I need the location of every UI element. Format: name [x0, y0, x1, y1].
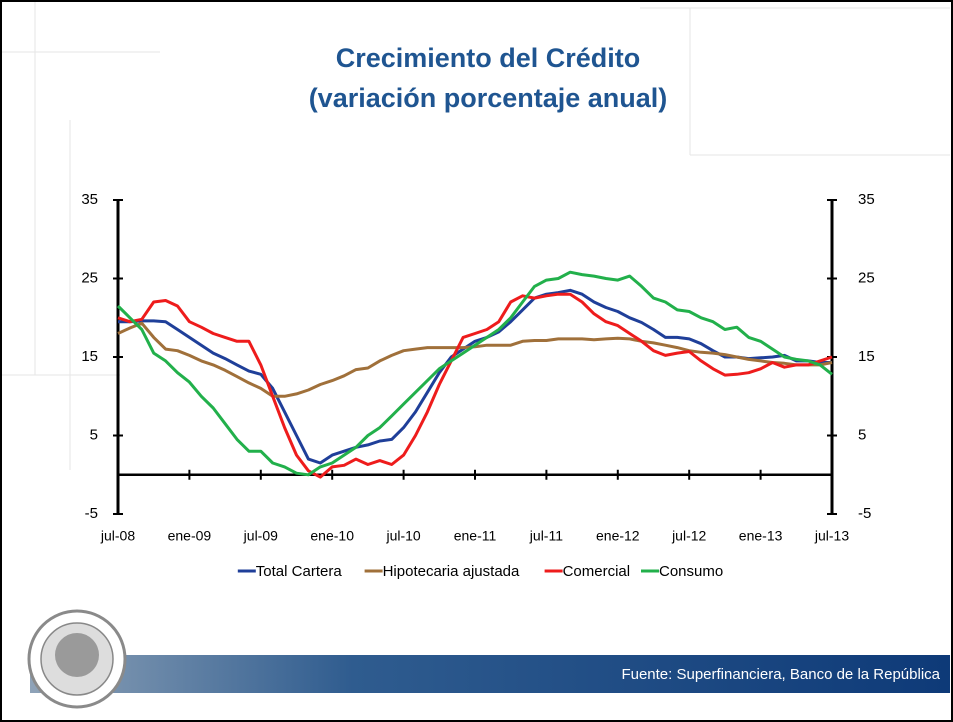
x-tick-label: jul-08: [100, 528, 135, 544]
x-tick-label: jul-09: [243, 528, 278, 544]
y-tick-label: -5: [85, 505, 98, 522]
y-tick-label: 5: [90, 426, 98, 443]
x-tick-label: ene-13: [739, 528, 783, 544]
x-tick-label: ene-10: [310, 528, 354, 544]
source: Fuente: Superfinanciera, Banco de la Rep…: [621, 666, 940, 683]
series-line: [117, 292, 833, 479]
x-tick-label: jul-12: [671, 528, 706, 544]
x-tick-label: jul-10: [385, 528, 420, 544]
y2-tick-label: 5: [858, 426, 866, 443]
chart-subtitle: (variación porcentaje anual): [309, 83, 668, 113]
y-tick-label: 15: [81, 348, 98, 365]
y-tick-label: 25: [81, 269, 98, 286]
x-tick-label: jul-13: [814, 528, 849, 544]
y2-tick-label: 25: [858, 269, 875, 286]
chart-title: Crecimiento del Crédito: [336, 43, 641, 73]
y2-tick-label: 15: [858, 348, 875, 365]
legend-label: Total Cartera: [256, 563, 343, 580]
x-tick-label: jul-11: [529, 528, 563, 544]
footer-bar: [30, 655, 950, 693]
y2-tick-label: -5: [858, 505, 871, 522]
legend-label: Comercial: [563, 563, 631, 580]
series-line: [118, 288, 832, 465]
y-tick-label: 35: [81, 191, 98, 208]
logo: [27, 609, 127, 709]
x-tick-label: ene-11: [454, 528, 497, 544]
legend-label: Hipotecaria ajustada: [383, 563, 520, 580]
x-tick-label: ene-09: [168, 528, 212, 544]
x-tick-label: ene-12: [596, 528, 640, 544]
y2-tick-label: 35: [858, 191, 875, 208]
series-line: [116, 270, 833, 477]
legend-label: Consumo: [659, 563, 723, 580]
decoration: [2, 2, 950, 470]
